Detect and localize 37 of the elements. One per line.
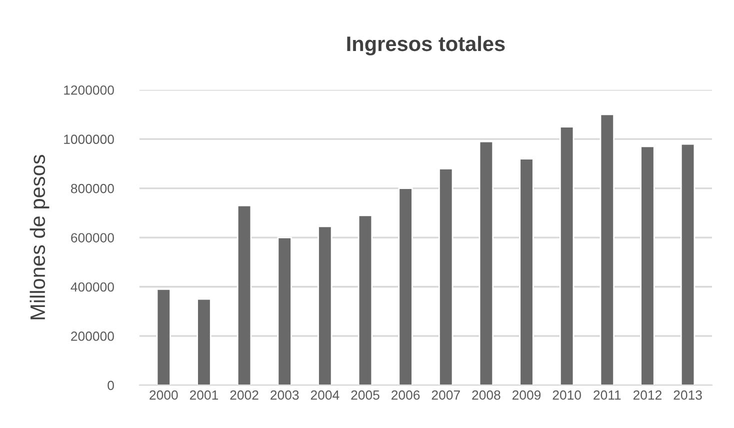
x-tick-label: 2011 bbox=[594, 390, 621, 400]
bar bbox=[640, 146, 655, 386]
y-axis-title: Millones de pesos bbox=[30, 154, 50, 320]
x-tick-label: 2013 bbox=[674, 390, 702, 400]
y-tick-label: 1000000 bbox=[64, 134, 114, 144]
x-tick-label: 2003 bbox=[270, 390, 299, 400]
y-tick-label: 800000 bbox=[71, 184, 114, 194]
bar bbox=[478, 140, 494, 386]
x-tick-label: 2009 bbox=[512, 390, 541, 400]
bar bbox=[438, 168, 454, 386]
y-tick-label: 0 bbox=[108, 380, 114, 390]
chart-title: Ingresos totales bbox=[347, 36, 505, 56]
x-tick-label: 2001 bbox=[190, 390, 218, 400]
x-tick-label: 2000 bbox=[150, 390, 178, 400]
bar bbox=[277, 236, 292, 386]
x-tick-label: 2012 bbox=[633, 390, 662, 400]
x-tick-label: 2005 bbox=[351, 390, 380, 400]
bar bbox=[559, 126, 574, 386]
bar bbox=[398, 188, 413, 386]
bar bbox=[156, 288, 171, 386]
x-tick-label: 2002 bbox=[230, 390, 258, 400]
x-tick-label: 2004 bbox=[310, 390, 340, 400]
x-tick-label: 2010 bbox=[552, 390, 581, 400]
y-tick-label: 600000 bbox=[71, 233, 114, 242]
bar bbox=[196, 298, 212, 386]
bar bbox=[318, 226, 332, 386]
y-tick-label: 200000 bbox=[71, 332, 114, 341]
bar bbox=[358, 214, 373, 386]
x-tick-label: 2008 bbox=[472, 390, 500, 400]
bar bbox=[519, 158, 534, 386]
bar bbox=[600, 114, 614, 386]
x-tick-label: 2007 bbox=[432, 390, 460, 400]
x-tick-label: 2006 bbox=[392, 390, 420, 400]
y-tick-label: 400000 bbox=[70, 282, 114, 292]
y-tick-label: 1200000 bbox=[64, 85, 114, 95]
bar bbox=[236, 204, 252, 386]
bar bbox=[680, 143, 696, 386]
